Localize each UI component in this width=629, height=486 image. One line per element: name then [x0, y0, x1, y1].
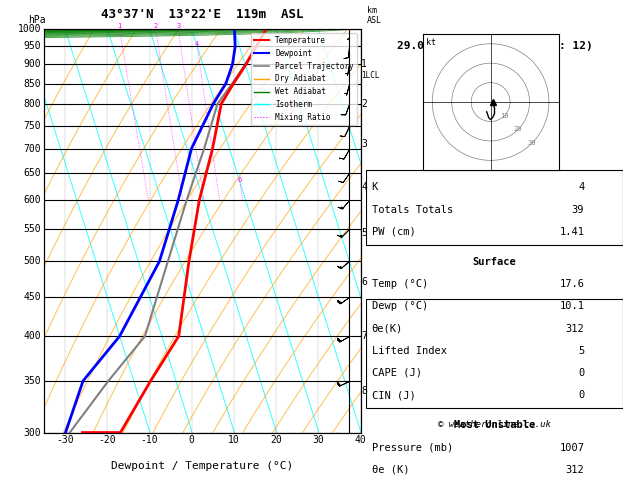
Text: 30: 30 [527, 140, 536, 146]
Text: 30: 30 [313, 434, 325, 445]
Text: km
ASL: km ASL [367, 6, 382, 25]
Text: Surface: Surface [472, 257, 516, 267]
Text: PW (cm): PW (cm) [372, 227, 415, 237]
Text: 10.1: 10.1 [559, 301, 584, 312]
Text: 1007: 1007 [559, 443, 584, 452]
Text: 40: 40 [355, 434, 367, 445]
Text: -10: -10 [141, 434, 159, 445]
Text: 8: 8 [361, 385, 367, 396]
Text: 39: 39 [572, 205, 584, 215]
Text: 20: 20 [514, 126, 522, 132]
Text: 3: 3 [176, 23, 181, 29]
Text: Pressure (mb): Pressure (mb) [372, 443, 453, 452]
Text: 400: 400 [23, 331, 41, 341]
Text: 950: 950 [23, 41, 41, 52]
Text: 4: 4 [361, 182, 367, 191]
Text: Lifted Index: Lifted Index [372, 346, 447, 356]
Text: 300: 300 [23, 428, 41, 437]
Text: 10: 10 [228, 434, 240, 445]
Text: θe (K): θe (K) [372, 465, 409, 475]
Text: © weatheronline.co.uk: © weatheronline.co.uk [438, 419, 551, 429]
Text: Most Unstable: Most Unstable [454, 420, 535, 431]
Text: 4: 4 [195, 41, 199, 47]
Text: 900: 900 [23, 59, 41, 69]
Text: Dewp (°C): Dewp (°C) [372, 301, 428, 312]
Text: 3: 3 [361, 139, 367, 149]
Text: 20: 20 [270, 434, 282, 445]
Text: 350: 350 [23, 376, 41, 386]
Text: 650: 650 [23, 169, 41, 178]
Text: 10: 10 [500, 113, 508, 119]
Text: hPa: hPa [28, 15, 46, 25]
Text: θe(K): θe(K) [372, 324, 403, 333]
Text: kt: kt [426, 38, 437, 47]
Text: 600: 600 [23, 195, 41, 205]
Text: 6: 6 [238, 177, 242, 183]
Text: Dewpoint / Temperature (°C): Dewpoint / Temperature (°C) [111, 461, 294, 471]
Text: 5: 5 [578, 346, 584, 356]
Text: 2: 2 [361, 99, 367, 109]
Text: 0: 0 [578, 390, 584, 400]
Text: 0: 0 [189, 434, 195, 445]
Text: 500: 500 [23, 257, 41, 266]
Text: 7: 7 [361, 331, 367, 341]
Text: -20: -20 [99, 434, 116, 445]
Text: 0: 0 [578, 368, 584, 378]
Text: 29.04.2024  15GMT  (Base: 12): 29.04.2024 15GMT (Base: 12) [397, 41, 593, 51]
Text: 1LCL: 1LCL [361, 71, 379, 80]
Text: 4: 4 [578, 182, 584, 192]
Text: 1.41: 1.41 [559, 227, 584, 237]
Text: 550: 550 [23, 225, 41, 234]
Text: CAPE (J): CAPE (J) [372, 368, 421, 378]
Text: 750: 750 [23, 121, 41, 131]
Text: 1000: 1000 [18, 24, 41, 34]
Text: 850: 850 [23, 79, 41, 88]
Text: 312: 312 [565, 324, 584, 333]
Text: Totals Totals: Totals Totals [372, 205, 453, 215]
Text: 312: 312 [565, 465, 584, 475]
Text: 43°37'N  13°22'E  119m  ASL: 43°37'N 13°22'E 119m ASL [101, 8, 304, 21]
Text: 17.6: 17.6 [559, 279, 584, 289]
Text: 450: 450 [23, 292, 41, 302]
Text: 1: 1 [118, 23, 121, 29]
Text: K: K [372, 182, 378, 192]
Text: 700: 700 [23, 144, 41, 154]
Text: 2: 2 [153, 23, 158, 29]
Text: -30: -30 [57, 434, 74, 445]
Text: Temp (°C): Temp (°C) [372, 279, 428, 289]
Text: 800: 800 [23, 99, 41, 109]
Text: CIN (J): CIN (J) [372, 390, 415, 400]
Text: 1: 1 [361, 59, 367, 69]
Text: 5: 5 [361, 227, 367, 238]
Legend: Temperature, Dewpoint, Parcel Trajectory, Dry Adiabat, Wet Adiabat, Isotherm, Mi: Temperature, Dewpoint, Parcel Trajectory… [251, 33, 357, 125]
Text: 6: 6 [361, 277, 367, 287]
